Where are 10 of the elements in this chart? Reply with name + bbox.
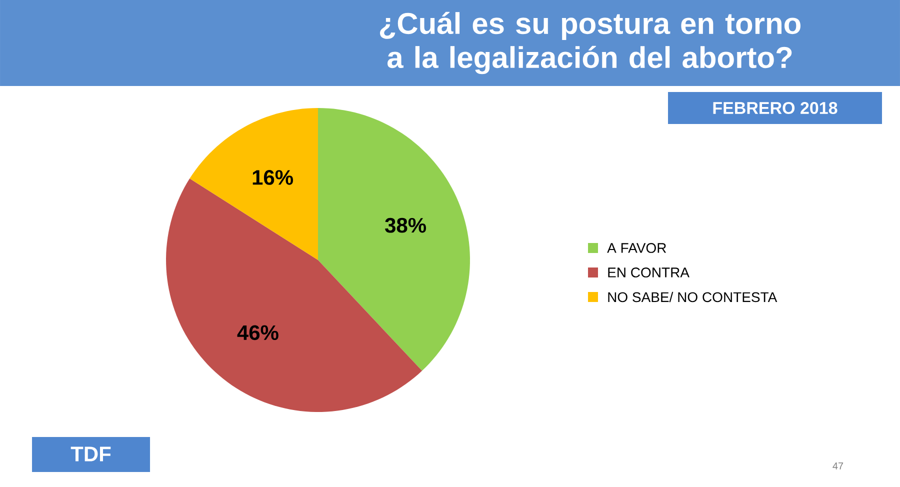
legend-label: NO SABE/ NO CONTESTA [608,292,778,302]
data-label: 16% [252,170,293,185]
text: 47 [832,462,844,470]
legend-label: EN CONTRA [608,268,690,278]
text: TDF [70,446,111,462]
data-label: 38% [385,218,426,233]
chart-title: ¿Cuál es su postura en torno a la legalización del aborto? [380,12,800,74]
legend-label: A FAVOR [607,243,666,253]
chart-subtitle: FEBRERO 2018 [713,102,838,114]
data-label: 46% [237,325,278,340]
